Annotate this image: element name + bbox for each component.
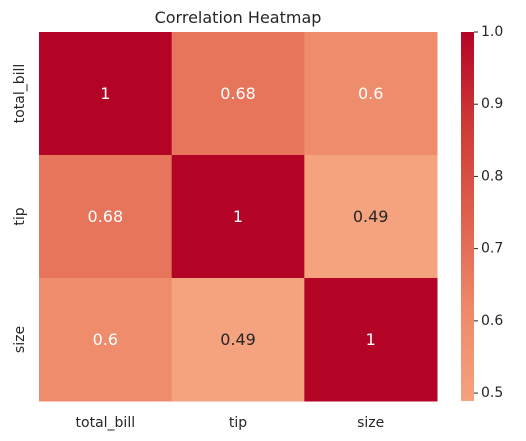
- x-tick-label: tip: [229, 415, 247, 431]
- y-tick-label: total_bill: [12, 64, 28, 124]
- colorbar-tick-label: 0.9: [481, 96, 503, 112]
- heatmap-cell: [39, 155, 173, 279]
- heatmap-cell: [171, 278, 305, 402]
- heatmap-cell: [39, 278, 173, 402]
- colorbar-tick-label: 0.7: [481, 241, 503, 257]
- cell-annotation: 1: [100, 84, 110, 103]
- x-tick-label: total_bill: [76, 415, 136, 431]
- x-axis-ticks: total_bill tip size: [76, 415, 385, 431]
- colorbar-tick-label: 0.5: [481, 385, 503, 401]
- colorbar-tick-label: 1.0: [481, 24, 503, 40]
- chart-title: Correlation Heatmap: [155, 8, 322, 27]
- x-tick-label: size: [357, 415, 384, 431]
- heatmap-cell: [171, 155, 305, 279]
- cell-annotation: 0.6: [93, 330, 118, 349]
- heatmap-cell: [304, 155, 438, 279]
- cell-annotation: 1: [366, 330, 376, 349]
- heatmap-cell: [39, 32, 173, 156]
- heatmap-cell: [304, 278, 438, 402]
- colorbar-tick-label: 0.6: [481, 313, 503, 329]
- colorbar: [461, 32, 474, 401]
- cell-annotation: 0.68: [220, 84, 256, 103]
- cell-annotation: 0.49: [220, 330, 256, 349]
- heatmap-cell: [304, 32, 438, 156]
- y-tick-label: size: [12, 326, 28, 353]
- cell-annotation: 0.68: [88, 207, 124, 226]
- heatmap-cells: 1 0.68 0.6 0.68 1 0.49 0.6 0.49 1: [39, 32, 438, 402]
- y-tick-label: tip: [12, 207, 28, 225]
- colorbar-tick-label: 0.8: [481, 168, 503, 184]
- cell-annotation: 1: [233, 207, 243, 226]
- heatmap-cell: [171, 32, 305, 156]
- cell-annotation: 0.6: [358, 84, 383, 103]
- colorbar-ticks: 0.5 0.6 0.7 0.8 0.9 1.0: [474, 24, 503, 401]
- cell-annotation: 0.49: [353, 207, 389, 226]
